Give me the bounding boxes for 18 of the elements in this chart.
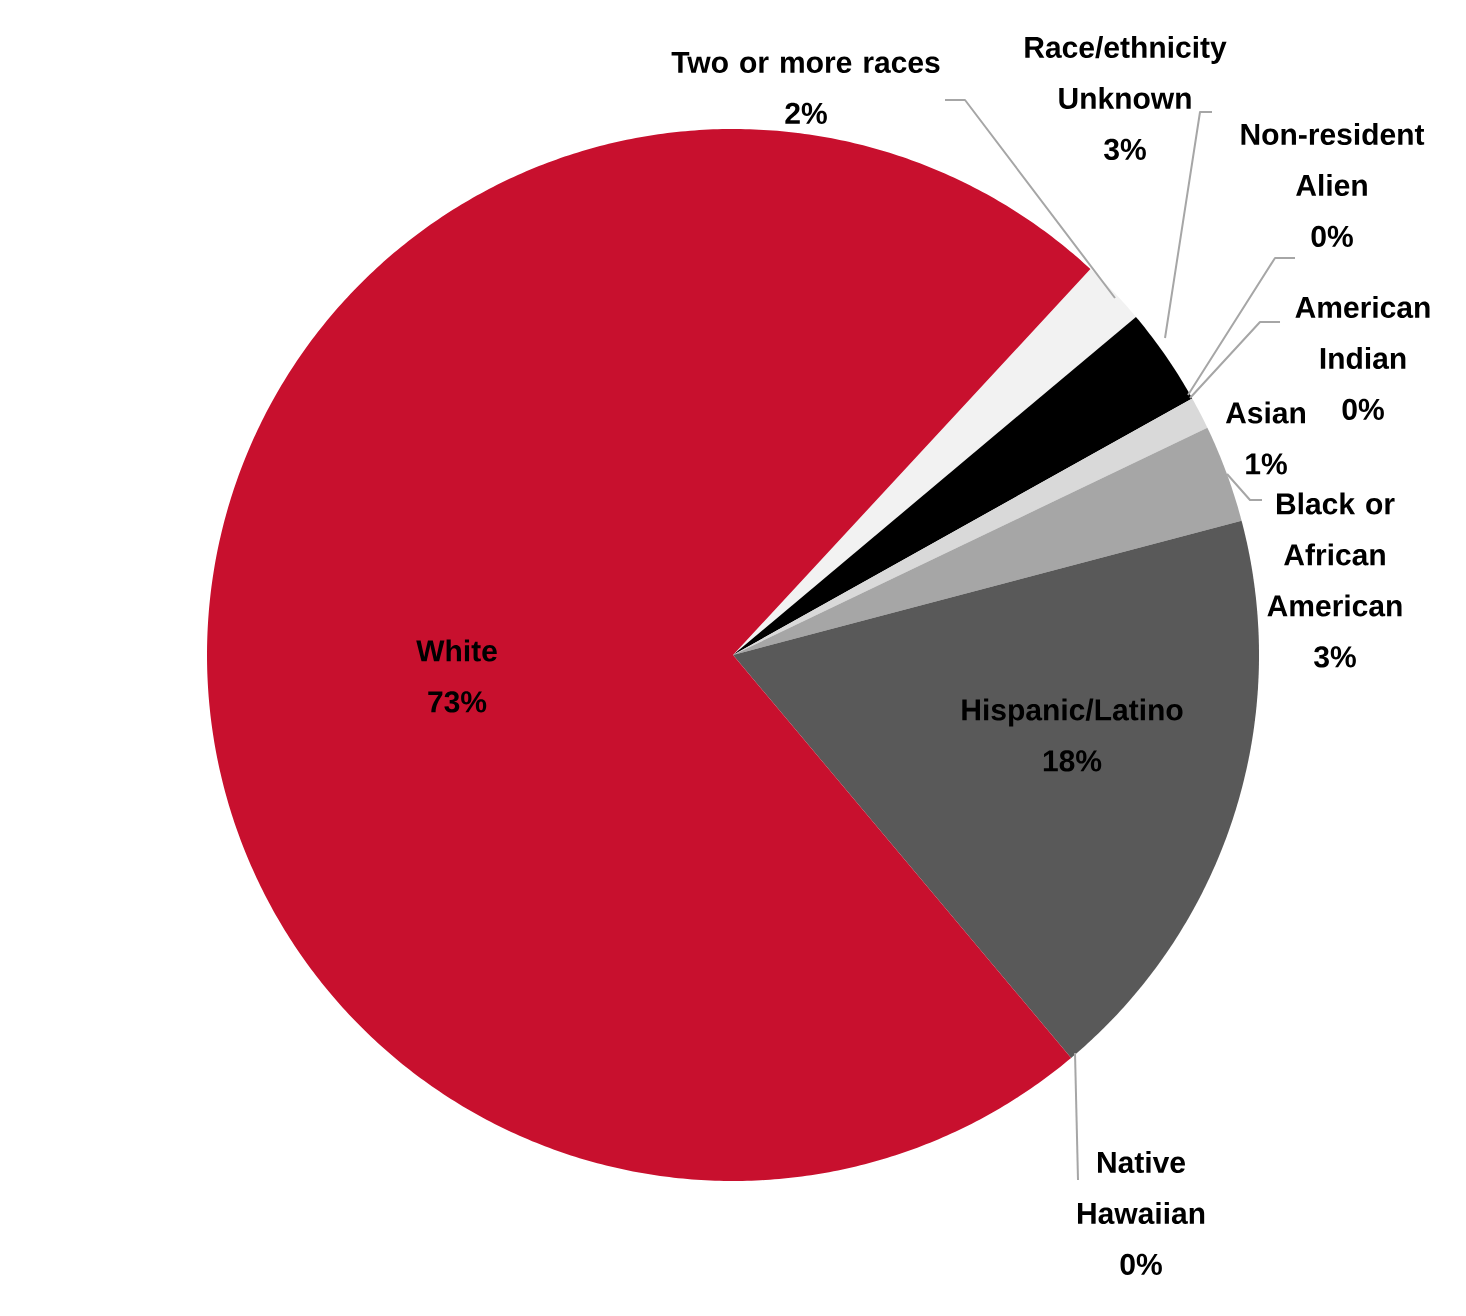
data-label: 1%: [1246, 453, 1287, 475]
text: 0%: [1311, 225, 1353, 247]
data-label: 18%: [1043, 750, 1102, 772]
text: 0%: [1120, 1253, 1162, 1275]
category-label: American Indian: [1295, 295, 1430, 369]
data-label: 73%: [428, 691, 487, 713]
slice-label: Asian: [1225, 401, 1305, 424]
slice-label: Two or more races: [671, 52, 940, 73]
category-label: Native Hawaiian: [1077, 1150, 1205, 1224]
slice-label: Black or African American: [1267, 492, 1402, 617]
text: 0%: [1342, 398, 1384, 420]
data-label: 3%: [1104, 138, 1146, 161]
category-label: Non-resident Alien: [1241, 122, 1425, 196]
slice-label: Hispanic/Latino: [962, 698, 1183, 727]
slice-label: White: [416, 639, 497, 662]
data-label: 2%: [785, 102, 827, 124]
slice-label: Race/ethnicity Unknown: [1025, 35, 1227, 109]
data-label: 3%: [1314, 646, 1356, 668]
